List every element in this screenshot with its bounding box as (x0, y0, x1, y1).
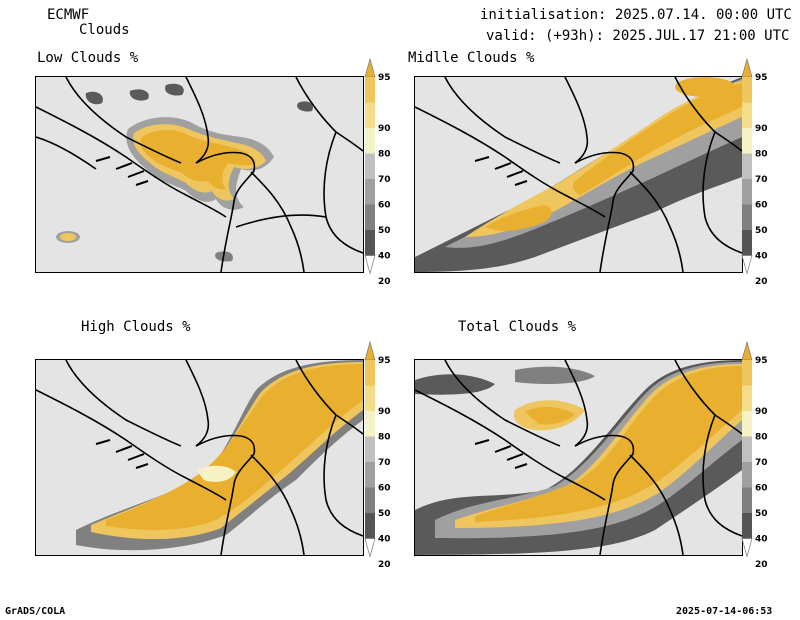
colorbar-tick-label: 70 (755, 175, 768, 185)
colorbar-middle: 20 40 50 60 70 80 90 95 (741, 58, 768, 287)
colorbar-tick-label: 20 (378, 560, 391, 570)
panel-title-low: Low Clouds % (37, 50, 139, 66)
footer-right: 2025-07-14-06:53 (676, 606, 773, 617)
colorbar-band (365, 513, 375, 539)
colorbar-tick-label: 70 (755, 458, 768, 468)
product-label: Clouds (79, 22, 130, 38)
panel-title-middle: Midlle Clouds % (408, 50, 535, 66)
colorbar-top-arrow (364, 341, 376, 361)
footer-left: GrADS/COLA (5, 606, 66, 617)
colorbar-band (365, 153, 375, 179)
colorbar-tick-label: 50 (378, 509, 391, 519)
colorbar-tick-label: 40 (755, 535, 768, 545)
islands-high (95, 439, 149, 469)
colorbar-band (742, 77, 752, 103)
panel-title-high: High Clouds % (81, 319, 191, 335)
colorbar-top-arrow (741, 341, 753, 361)
colorbar-tick-label: 60 (378, 201, 391, 211)
colorbar-tick-label: 95 (378, 73, 391, 83)
colorbar-tick-label: 80 (378, 150, 391, 160)
colorbar-band (742, 102, 752, 128)
colorbar-band (365, 230, 375, 256)
colorbar-low: 20 40 50 60 70 80 90 95 (364, 58, 391, 287)
colorbar-band (365, 128, 375, 154)
colorbar-band (365, 487, 375, 513)
colorbar-band (742, 204, 752, 230)
colorbar-band (742, 487, 752, 513)
map-high-clouds (35, 359, 364, 556)
map-middle-clouds (414, 76, 743, 273)
colorbar-band (365, 77, 375, 103)
colorbar-band (742, 385, 752, 411)
colorbar-band (365, 385, 375, 411)
colorbar-band (365, 436, 375, 462)
colorbar-tick-label: 80 (755, 433, 768, 443)
colorbar-band (742, 360, 752, 386)
colorbar-tick-label: 80 (378, 433, 391, 443)
borders-middle (415, 77, 742, 272)
colorbar-tick-label: 20 (755, 560, 768, 570)
colorbar-tick-label: 60 (755, 201, 768, 211)
colorbar-high: 20 40 50 60 70 80 90 95 (364, 341, 391, 570)
colorbar-tick-label: 70 (378, 458, 391, 468)
panel-title-total: Total Clouds % (458, 319, 577, 335)
colorbar-band (742, 230, 752, 256)
colorbar-band (365, 411, 375, 437)
colorbar-tick-label: 95 (378, 356, 391, 366)
colorbar-tick-label: 50 (755, 226, 768, 236)
cloud-cover-middle (415, 77, 742, 272)
colorbar-band (742, 128, 752, 154)
colorbar-tick-label: 40 (378, 252, 391, 262)
colorbar-tick-label: 20 (755, 277, 768, 287)
colorbar-tick-label: 70 (378, 175, 391, 185)
colorbar-bottom-arrow (741, 538, 753, 558)
colorbar-band (742, 462, 752, 488)
init-time: initialisation: 2025.07.14. 00:00 UTC (480, 7, 792, 23)
map-low-clouds (35, 76, 364, 273)
colorbar-bottom-arrow (364, 538, 376, 558)
colorbar-tick-label: 80 (755, 150, 768, 160)
cloud-cover-total (415, 360, 742, 555)
colorbar-top-arrow (364, 58, 376, 78)
islands-total (474, 439, 528, 469)
colorbar-band (742, 153, 752, 179)
islands-middle (474, 156, 528, 186)
colorbar-band (365, 462, 375, 488)
colorbar-band (365, 179, 375, 205)
borders-low (36, 77, 363, 272)
colorbar-band (365, 360, 375, 386)
colorbar-tick-label: 90 (378, 407, 391, 417)
colorbar-tick-label: 90 (378, 124, 391, 134)
map-total-clouds (414, 359, 743, 556)
colorbar-band (742, 411, 752, 437)
colorbar-bottom-arrow (364, 255, 376, 275)
colorbar-tick-label: 60 (755, 484, 768, 494)
colorbar-tick-label: 95 (755, 356, 768, 366)
model-label: ECMWF (47, 7, 90, 23)
colorbar-tick-label: 50 (378, 226, 391, 236)
islands-low (95, 156, 149, 186)
colorbar-band (742, 179, 752, 205)
colorbar-tick-label: 60 (378, 484, 391, 494)
colorbar-tick-label: 40 (378, 535, 391, 545)
borders-high (36, 360, 363, 555)
cloud-cover-low (56, 83, 313, 262)
colorbar-tick-label: 95 (755, 73, 768, 83)
cloud-cover-high (76, 360, 363, 551)
borders-total (415, 360, 742, 555)
colorbar-band (742, 513, 752, 539)
colorbar-band (365, 204, 375, 230)
colorbar-total: 20 40 50 60 70 80 90 95 (741, 341, 768, 570)
colorbar-tick-label: 90 (755, 407, 768, 417)
colorbar-tick-label: 20 (378, 277, 391, 287)
colorbar-tick-label: 40 (755, 252, 768, 262)
colorbar-band (365, 102, 375, 128)
colorbar-band (742, 436, 752, 462)
colorbar-tick-label: 90 (755, 124, 768, 134)
valid-time: valid: (+93h): 2025.JUL.17 21:00 UTC (486, 28, 790, 44)
colorbar-top-arrow (741, 58, 753, 78)
colorbar-bottom-arrow (741, 255, 753, 275)
colorbar-tick-label: 50 (755, 509, 768, 519)
